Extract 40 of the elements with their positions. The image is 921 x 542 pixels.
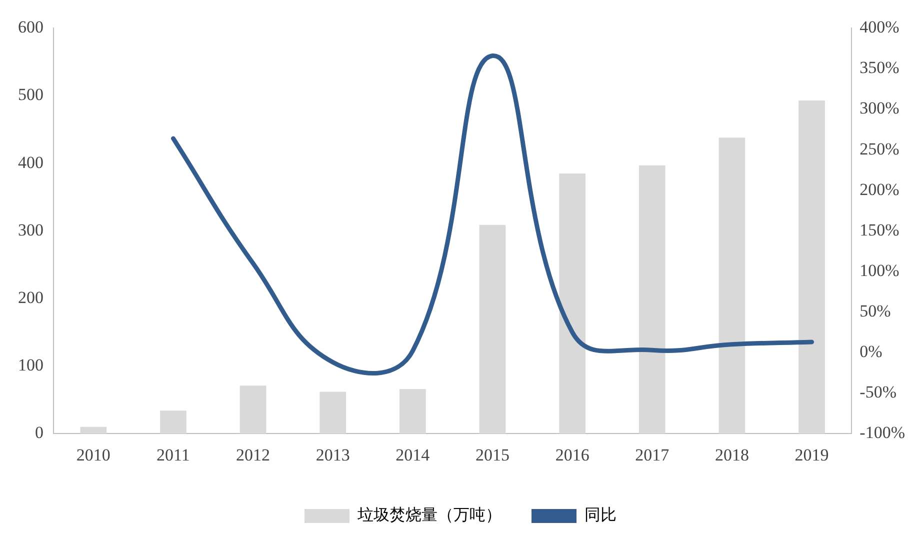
y2-tick-label: 400%: [860, 18, 900, 37]
y-tick-label: 100: [18, 356, 44, 374]
legend-label: 同比: [584, 506, 616, 524]
y2-tick-label: -100%: [860, 423, 906, 442]
y2-tick-label: 200%: [860, 180, 900, 199]
y2-tick-label: 250%: [860, 139, 900, 158]
x-tick-label: 2015: [476, 445, 510, 464]
y-tick-label: 600: [18, 18, 44, 37]
y2-tick-label: 300%: [860, 98, 900, 118]
bar: [160, 410, 186, 434]
y-tick-label: 300: [18, 220, 44, 240]
y-tick-label: 200: [18, 288, 44, 307]
x-tick-label: 2012: [236, 445, 270, 464]
y2-tick-label: 100%: [860, 260, 900, 280]
bar: [320, 392, 346, 434]
bar: [718, 138, 746, 434]
y-tick-label: 400: [18, 152, 44, 172]
bar: [479, 224, 506, 434]
bar: [638, 165, 666, 434]
x-tick-label: 2013: [316, 445, 350, 464]
bar: [559, 173, 586, 434]
x-tick-label: 2011: [156, 445, 190, 464]
y2-tick-label: 350%: [860, 58, 900, 78]
bar: [400, 389, 426, 434]
bar: [240, 386, 266, 434]
legend-label: 垃圾焚烧量（万吨）: [356, 506, 502, 524]
x-tick-label: 2010: [76, 445, 110, 464]
y2-tick-label: 50%: [860, 301, 891, 320]
x-tick-label: 2018: [714, 445, 749, 464]
bar: [80, 426, 107, 434]
y2-tick-label: 0%: [860, 342, 882, 361]
bar: [798, 100, 825, 434]
x-tick-label: 2016: [555, 445, 590, 464]
x-tick-label: 2019: [794, 445, 829, 464]
y-tick-label: 500: [18, 85, 44, 104]
x-tick-label: 2014: [396, 445, 430, 464]
y2-tick-label: 150%: [860, 220, 900, 240]
y2-tick-label: -50%: [860, 382, 897, 402]
x-tick-label: 2017: [635, 445, 670, 464]
y-tick-label: 0: [35, 423, 44, 442]
